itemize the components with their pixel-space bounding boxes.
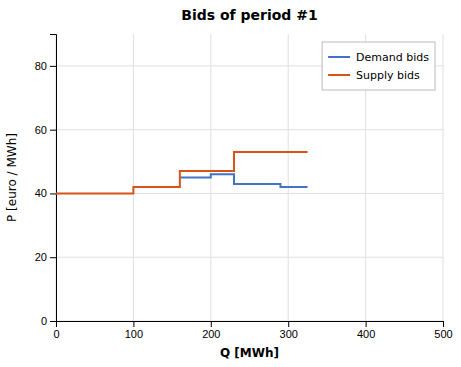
x-tick: 0 [53,321,59,340]
y-tick-label: 80 [35,60,47,72]
x-tick-label: 400 [357,328,375,340]
chart-container: 0 100 200 300 400 500 0 20 40 60 80 Demand bids Supp… [0,0,461,367]
x-axis-title: Q [MWh] [220,346,279,360]
legend-swatch [328,56,350,58]
y-tick-label: 60 [35,124,47,136]
series-line [180,174,308,187]
series-line [56,152,308,193]
y-tick: 0 [41,315,56,327]
grid [56,34,443,321]
x-tick-label: 100 [125,328,143,340]
y-tick-label: 0 [41,315,47,327]
y-tick: 60 [35,124,56,136]
x-tick-mark [443,321,444,327]
legend-item: Demand bids [328,51,429,64]
x-tick-mark [133,321,134,327]
chart: 0 100 200 300 400 500 0 20 40 60 80 Demand bids Supp… [0,0,461,367]
x-tick-label: 500 [434,328,452,340]
x-tick: 200 [202,321,220,340]
y-axis: 0 20 40 60 80 [35,35,57,328]
y-tick: 40 [35,187,56,199]
legend-item: Supply bids [328,69,420,82]
x-axis-line [57,322,444,328]
x-tick: 500 [434,321,452,340]
y-tick-label: 40 [35,187,47,199]
legend-label: Supply bids [356,69,420,82]
y-tick-mark [50,130,56,131]
y-tick-label: 20 [35,251,47,263]
x-tick-label: 300 [280,328,298,340]
grid-line-x [443,34,444,321]
x-tick: 300 [280,321,298,340]
y-axis-title: P [euro / MWh] [5,133,19,222]
series-group [56,152,308,193]
x-tick: 400 [357,321,375,340]
x-tick-mark [211,321,212,327]
grid-line-x [133,34,134,321]
x-tick: 100 [125,321,143,340]
grid-line-x [288,34,289,321]
y-axis-line [50,35,57,322]
legend: Demand bids Supply bids [322,42,435,90]
grid-line-y [56,129,443,130]
title: Bids of period #1 [181,7,318,23]
y-tick: 20 [35,251,56,263]
legend-swatch [328,74,350,76]
grid-line-y [56,257,443,258]
x-tick-label: 0 [53,328,59,340]
legend-label: Demand bids [356,51,429,64]
y-tick-mark [50,321,56,322]
plot: 0 100 200 300 400 500 0 20 40 60 80 Demand bids Supp… [35,34,453,340]
x-axis: 0 100 200 300 400 500 [53,321,452,340]
y-tick-mark [50,257,56,258]
y-tick: 80 [35,60,56,72]
y-tick-mark [50,193,56,194]
y-tick-mark [50,66,56,67]
x-tick-mark [288,321,289,327]
x-tick-mark [366,321,367,327]
legend-box [322,42,435,90]
x-tick-label: 200 [202,328,220,340]
